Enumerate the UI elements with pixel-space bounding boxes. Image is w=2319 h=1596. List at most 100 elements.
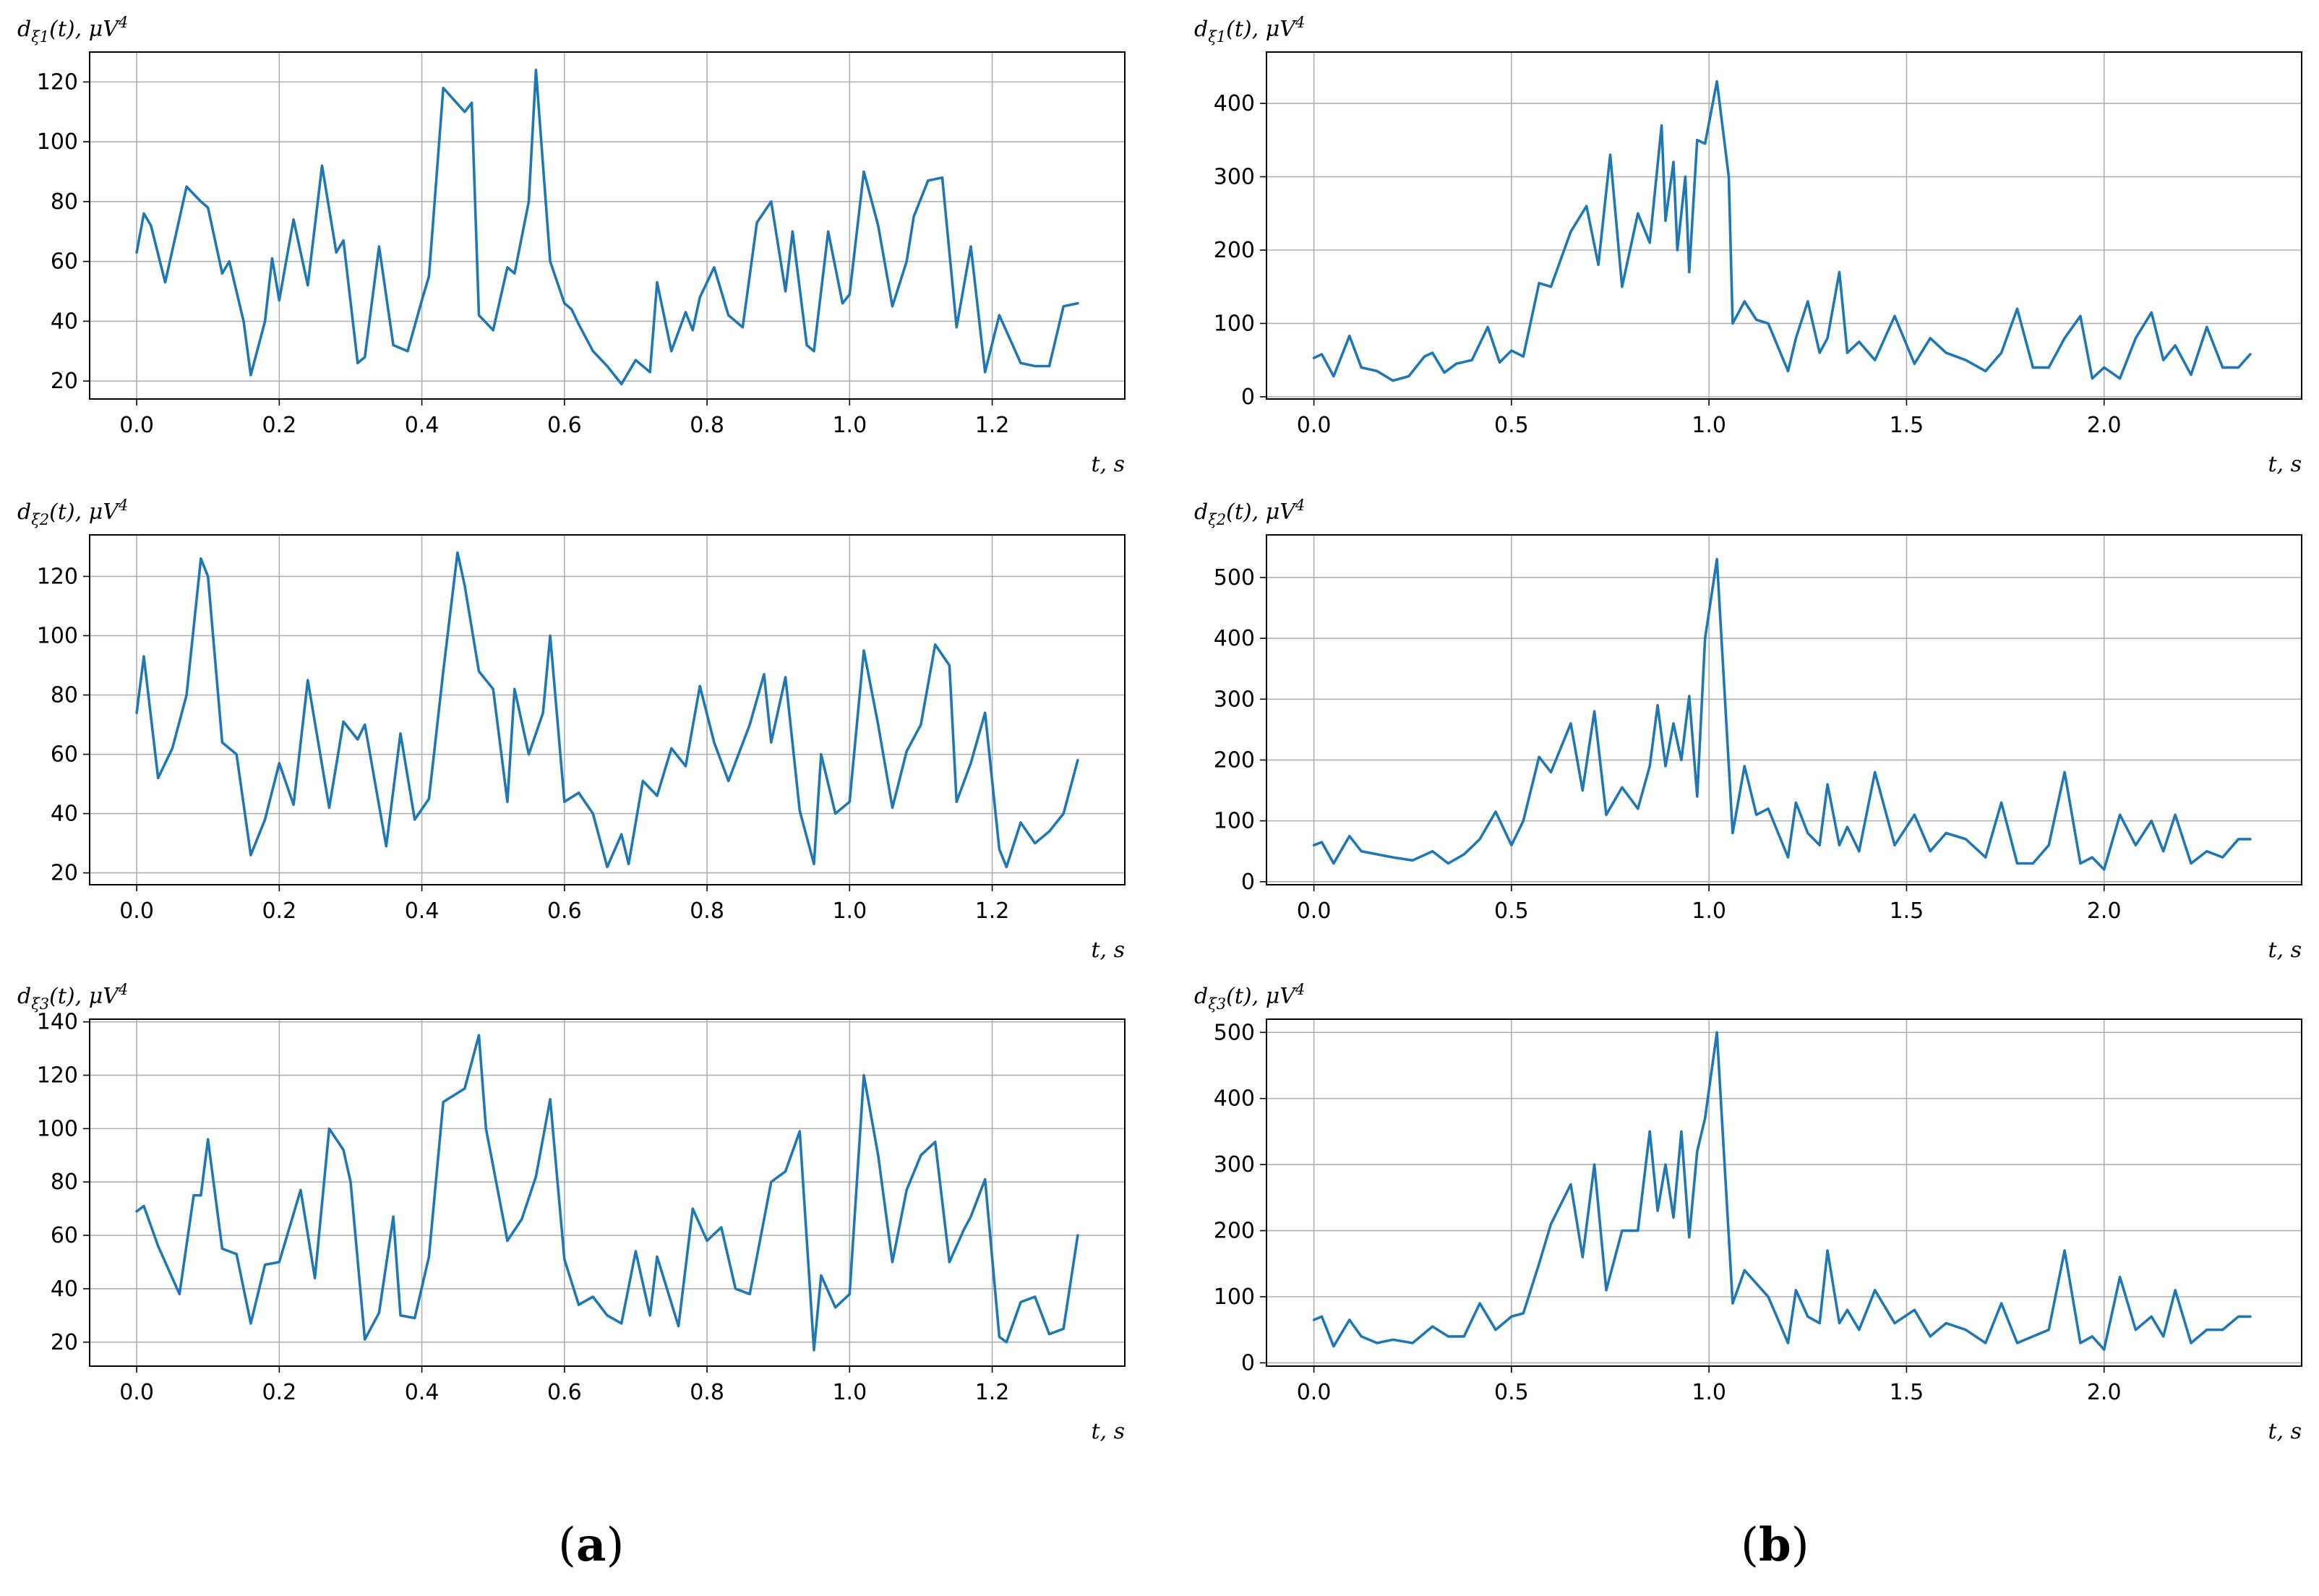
y-tick-label: 400 [1214,91,1255,116]
y-tick-label: 60 [51,742,78,768]
y-axis-label: dξ3(t), μV4 [1194,981,1305,1013]
x-tick-label: 0.0 [1297,898,1332,924]
y-tick-label: 60 [51,249,78,275]
y-tick-label: 0 [1241,1350,1255,1376]
x-tick-label: 0.4 [405,413,440,438]
x-tick-label: 0.8 [690,413,724,438]
y-tick-label: 300 [1214,165,1255,190]
series-line [135,551,1079,869]
x-axis-label: t, s [2268,452,2302,477]
x-tick-label: 0.6 [547,898,582,924]
panel-label-a-letter: a [575,1518,606,1572]
y-axis-label: dξ1(t), μV4 [1194,14,1305,46]
x-tick-label: 0.6 [547,1380,582,1405]
x-tick-label: 1.2 [975,1380,1010,1405]
x-axis-label: t, s [2268,938,2302,963]
x-tick-label: 2.0 [2087,898,2122,924]
y-tick-label: 40 [51,1277,78,1302]
y-tick-label: 500 [1214,565,1255,591]
axes-frame [89,534,1126,885]
x-tick-label: 1.0 [1692,1380,1726,1405]
x-tick-label: 0.5 [1494,898,1529,924]
chart-b-2: 0.0 0.5 1.0 1.5 2.0 0 100 200 300 400 500 dξ2(t), μ… [1194,497,2302,963]
y-tick-label: 100 [37,129,78,155]
y-tick-label: 120 [37,564,78,589]
x-axis-label: t, s [2268,1419,2302,1444]
x-tick-label: 1.0 [832,1380,867,1405]
x-tick-label: 0.2 [262,898,296,924]
y-axis-label: dξ1(t), μV4 [17,14,128,46]
y-tick-label: 100 [37,623,78,648]
x-tick-label: 0.4 [405,1380,440,1405]
series-line [1312,1031,2252,1351]
y-axis-label: dξ2(t), μV4 [17,497,128,528]
x-tick-label: 0.4 [405,898,440,924]
x-tick-label: 0.5 [1494,413,1529,438]
x-tick-label: 0.0 [119,1380,154,1405]
series-line [135,1034,1079,1352]
y-tick-label: 100 [1214,1284,1255,1310]
x-axis-label: t, s [1091,1419,1125,1444]
y-tick-label: 200 [1214,1219,1255,1244]
y-tick-label: 100 [1214,809,1255,834]
x-tick-label: 2.0 [2087,413,2122,438]
x-axis-label: t, s [1091,452,1125,477]
axes-frame [89,1018,1126,1367]
x-tick-label: 1.2 [975,413,1010,438]
y-tick-label: 20 [51,369,78,394]
y-tick-label: 200 [1214,747,1255,773]
y-tick-label: 60 [51,1223,78,1248]
chart-panels: 0.0 0.2 0.4 0.6 0.8 1.0 1.2 20 40 60 80 100 120 dξ1(t… [17,14,2302,1444]
x-tick-label: 1.2 [975,898,1010,924]
panel-label-b: (b) [1741,1518,1809,1572]
x-tick-label: 0.2 [262,1380,296,1405]
x-tick-label: 1.0 [1692,898,1726,924]
y-axis-label: dξ2(t), μV4 [1194,497,1305,528]
y-tick-label: 80 [51,1170,78,1195]
chart-b-1: 0.0 0.5 1.0 1.5 2.0 0 100 200 300 400 dξ1(t), μV4 t… [1194,14,2302,477]
y-tick-label: 120 [37,1063,78,1089]
y-axis-label: dξ3(t), μV4 [17,981,128,1013]
series-line [1312,557,2252,871]
series-line [135,69,1079,386]
x-tick-label: 1.5 [1890,1380,1924,1405]
y-tick-label: 20 [51,861,78,886]
y-tick-label: 200 [1214,238,1255,263]
chart-b-3: 0.0 0.5 1.0 1.5 2.0 0 100 200 300 400 500 dξ3(t), μ… [1194,981,2302,1444]
y-tick-label: 400 [1214,1086,1255,1112]
x-tick-label: 0.0 [1297,413,1332,438]
y-tick-label: 0 [1241,870,1255,895]
y-tick-label: 80 [51,189,78,215]
y-tick-label: 20 [51,1330,78,1355]
x-tick-label: 0.2 [262,413,296,438]
y-tick-label: 40 [51,802,78,827]
series-line [1312,80,2252,382]
axes-frame [1266,1018,2302,1367]
panel-label-a: (a) [558,1518,625,1572]
y-tick-label: 140 [37,1010,78,1035]
chart-a-2: 0.0 0.2 0.4 0.6 0.8 1.0 1.2 20 40 60 80 100 120 dξ2(t… [17,497,1126,963]
axes-frame [1266,51,2302,400]
x-tick-label: 0.6 [547,413,582,438]
x-tick-label: 1.5 [1890,898,1924,924]
x-tick-label: 0.0 [119,898,154,924]
axes-frame [89,51,1126,400]
y-tick-label: 400 [1214,626,1255,651]
x-tick-label: 0.8 [690,1380,724,1405]
y-tick-label: 120 [37,69,78,95]
chart-a-1: 0.0 0.2 0.4 0.6 0.8 1.0 1.2 20 40 60 80 100 120 dξ1(t… [17,14,1126,477]
y-tick-label: 300 [1214,1152,1255,1177]
x-tick-label: 0.5 [1494,1380,1529,1405]
y-tick-label: 0 [1241,385,1255,410]
x-tick-label: 0.0 [119,413,154,438]
x-axis-label: t, s [1091,938,1125,963]
chart-a-3: 0.0 0.2 0.4 0.6 0.8 1.0 1.2 20 40 60 80 100 120 140dξ… [17,981,1126,1444]
x-tick-label: 1.5 [1890,413,1924,438]
y-tick-label: 300 [1214,687,1255,712]
x-tick-label: 1.0 [1692,413,1726,438]
x-tick-label: 1.0 [832,898,867,924]
x-tick-label: 0.8 [690,898,724,924]
x-tick-label: 2.0 [2087,1380,2122,1405]
